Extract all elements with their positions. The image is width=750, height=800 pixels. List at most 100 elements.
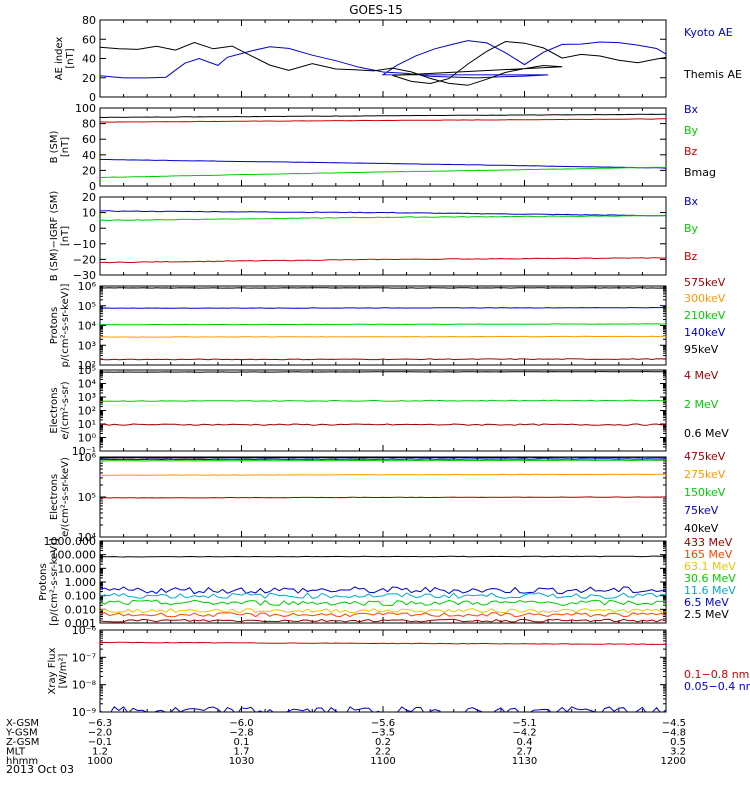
series-group bbox=[100, 287, 666, 361]
y-tick-label: 10.000 bbox=[58, 562, 97, 575]
series-group bbox=[100, 38, 666, 86]
series-group bbox=[100, 457, 666, 499]
series-line-electrons_low-0 bbox=[100, 457, 666, 459]
ephemeris-value: −5.6 bbox=[371, 718, 395, 729]
y-tick-label: 10² bbox=[78, 359, 96, 372]
series-line-electrons_high-0 bbox=[100, 371, 666, 373]
series-group bbox=[100, 555, 666, 623]
panel-b_sm: 0 20 40 60 80 100 B (SM)[nT] Bx By Bz Bmag bbox=[49, 102, 716, 193]
ephemeris-value: −4.2 bbox=[512, 728, 536, 739]
y-tick-label: 10¹ bbox=[78, 418, 96, 431]
legend-entry: 75keV bbox=[684, 504, 719, 517]
series-line-ae-1 bbox=[100, 40, 666, 86]
legend-entry: 275keV bbox=[684, 468, 726, 481]
y-tick-label: 10⁴ bbox=[78, 531, 97, 544]
legend-entry: 2.5 MeV bbox=[684, 608, 729, 621]
series-line-protons_high-1 bbox=[100, 586, 666, 595]
ephemeris-value: 0.1 bbox=[234, 737, 250, 748]
y-tick-label: 60 bbox=[82, 33, 96, 46]
ephemeris-label: hhmm bbox=[6, 756, 38, 767]
series-line-ae-0 bbox=[100, 38, 666, 79]
y-tick-label: 10⁴ bbox=[78, 320, 97, 333]
ephemeris-value: 1000 bbox=[87, 756, 112, 767]
y-axis-label-line: Xray Flux bbox=[47, 647, 58, 694]
legend-entry: 433 MeV bbox=[684, 536, 733, 549]
legend-entry: 475keV bbox=[684, 450, 726, 463]
y-axis-label-line: B (SM) bbox=[49, 130, 60, 163]
y-tick-label: 0 bbox=[89, 222, 96, 235]
ephemeris-value: −4.5 bbox=[662, 718, 686, 729]
legend-entry: Bx bbox=[684, 103, 699, 116]
legend-entry: 300keV bbox=[684, 292, 726, 305]
ephemeris-value: 1200 bbox=[661, 756, 686, 767]
series-line-protons_low-3 bbox=[100, 335, 666, 338]
series-line-protons_high-6 bbox=[100, 618, 666, 623]
y-tick-label: 10⁵ bbox=[78, 300, 96, 313]
y-tick-label: 100.000 bbox=[51, 549, 97, 562]
y-tick-label: 40 bbox=[82, 149, 96, 162]
legend-entry: 0.6 MeV bbox=[684, 427, 729, 440]
ephemeris-label: X-GSM bbox=[6, 718, 39, 729]
y-tick-label: 10⁶ bbox=[78, 280, 97, 293]
y-tick-label: 10⁻⁸ bbox=[72, 679, 97, 692]
ephemeris-value: 3.2 bbox=[670, 747, 686, 758]
ephemeris-value: −4.8 bbox=[662, 728, 686, 739]
ephemeris-value: 2.7 bbox=[517, 747, 533, 758]
legend-entry: 210keV bbox=[684, 309, 726, 322]
ephemeris-value: 0.5 bbox=[670, 737, 686, 748]
series-line-electrons_high-1 bbox=[100, 399, 666, 402]
series-line-b_sm-3 bbox=[100, 166, 666, 179]
y-tick-label: 20 bbox=[82, 72, 96, 85]
legend-entry: 30.6 MeV bbox=[684, 572, 736, 585]
y-axis-label: Xray Flux[W/m²] bbox=[47, 647, 69, 694]
legend-entry: Bmag bbox=[684, 166, 716, 179]
legend-entry: 11.6 MeV bbox=[684, 584, 736, 597]
series-line-b_igrf-2 bbox=[100, 257, 666, 264]
series-line-electrons_low-2 bbox=[100, 459, 666, 462]
ephemeris-table: X-GSM −6.3 −6.0 −5.6 −5.1 −4.5 Y-GSM −2.0 −2.8 −3… bbox=[5, 718, 686, 767]
y-tick-label: 20 bbox=[82, 191, 96, 204]
y-tick-label: −20 bbox=[73, 253, 96, 266]
ephemeris-value: 1130 bbox=[512, 756, 537, 767]
series-group bbox=[100, 113, 666, 179]
legend-entry: Kyoto AE bbox=[684, 26, 733, 39]
y-tick-label: 80 bbox=[82, 118, 96, 131]
panel-frame bbox=[99, 285, 667, 366]
y-axis-label: AE index[nT] bbox=[54, 37, 76, 81]
panel-frame bbox=[99, 19, 667, 98]
series-line-electrons_low-1 bbox=[100, 458, 666, 461]
panel-frame bbox=[99, 196, 667, 276]
y-axis-label-line: Protons bbox=[38, 563, 49, 600]
ephemeris-value: −6.3 bbox=[88, 718, 112, 729]
y-tick-label: 10⁶ bbox=[78, 451, 97, 464]
series-line-protons_high-2 bbox=[100, 592, 666, 599]
y-tick-label: 80 bbox=[82, 14, 96, 27]
y-axis-label-line: B (SM)−IGRF (SM) bbox=[49, 191, 60, 282]
legend-entry: 140keV bbox=[684, 326, 726, 339]
ephemeris-value: 2.2 bbox=[375, 747, 391, 758]
series-group bbox=[100, 210, 666, 264]
y-axis-label-line: Protons bbox=[49, 307, 60, 344]
y-tick-label: 0.001 bbox=[65, 617, 97, 630]
y-tick-label: 10⁻⁷ bbox=[72, 651, 96, 664]
y-tick-label: 10⁻¹ bbox=[72, 445, 96, 458]
series-line-xray-0 bbox=[100, 641, 666, 645]
panel-electrons_low: 10⁴ 10⁵ 10⁶ Electronse/(cm²-s-sr-keV) 475keV… bbox=[49, 450, 726, 544]
y-axis-label-line: Electrons bbox=[49, 387, 60, 433]
y-axis-label-line: [nT] bbox=[65, 48, 76, 68]
y-axis-label-line: [nT] bbox=[60, 137, 71, 157]
ephemeris-value: 1.7 bbox=[234, 747, 250, 758]
legend-entry: 95keV bbox=[684, 343, 719, 356]
series-line-xray-1 bbox=[100, 706, 666, 712]
series-line-b_sm-2 bbox=[100, 158, 666, 169]
y-tick-label: 20 bbox=[82, 164, 96, 177]
y-tick-label: 0 bbox=[89, 180, 96, 193]
y-axis-label-line: [nT] bbox=[60, 226, 71, 246]
y-axis-label-line: Electrons bbox=[49, 474, 60, 520]
legend-entry: 575keV bbox=[684, 276, 726, 289]
legend-entry: By bbox=[684, 222, 699, 235]
series-group bbox=[100, 371, 666, 426]
y-axis-label: B (SM)[nT] bbox=[49, 130, 71, 163]
series-line-b_sm-0 bbox=[100, 113, 666, 119]
